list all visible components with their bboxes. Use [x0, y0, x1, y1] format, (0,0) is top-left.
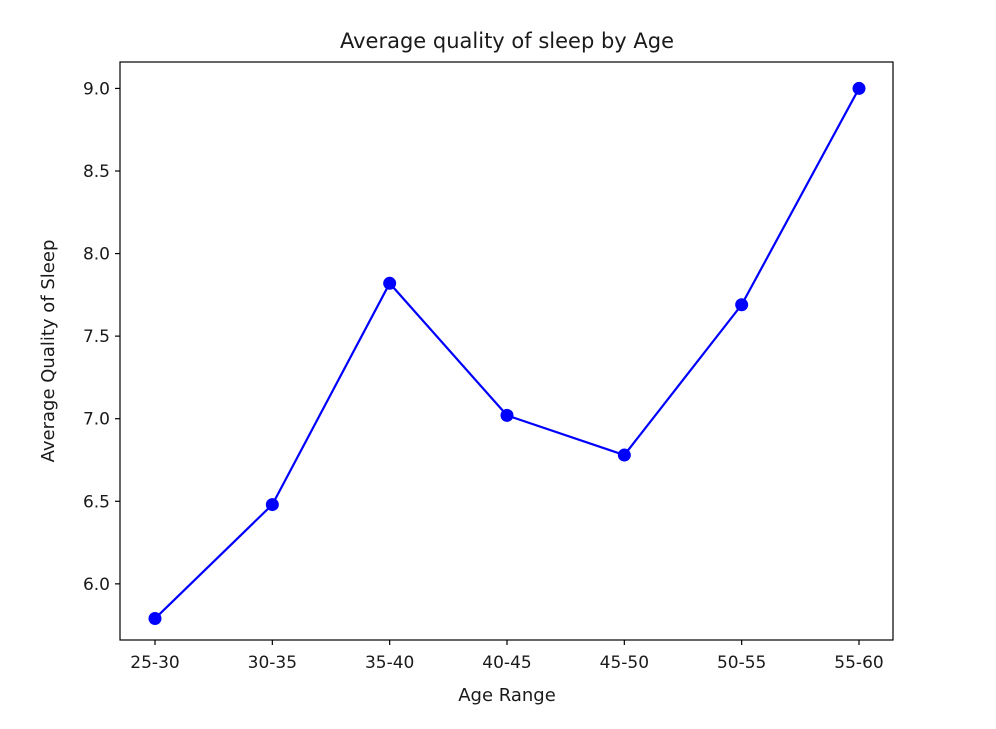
data-point	[500, 408, 514, 422]
y-axis-label: Average Quality of Sleep	[38, 240, 59, 463]
y-tick-label: 8.0	[83, 245, 110, 265]
y-tick-label: 9.0	[83, 79, 110, 99]
y-tick-label: 8.5	[83, 162, 110, 182]
plot-area	[148, 81, 866, 626]
data-point	[617, 448, 631, 462]
series-line	[154, 87, 860, 620]
data-point	[265, 498, 279, 512]
x-tick-label: 50-55	[717, 653, 766, 673]
y-tick-label: 6.0	[83, 575, 110, 595]
y-axis: 6.0 6.5 7.0 7.5 8.0 8.5 9.0	[83, 79, 120, 595]
data-point	[852, 81, 866, 95]
x-tick-label: 25-30	[130, 653, 179, 673]
x-tick-label: 55-60	[834, 653, 883, 673]
chart-title: Average quality of sleep by Age	[340, 29, 674, 53]
x-tick-label: 40-45	[482, 653, 531, 673]
plot-frame	[119, 61, 894, 641]
x-tick-label: 35-40	[365, 653, 414, 673]
data-point	[383, 276, 397, 290]
data-point	[735, 298, 749, 312]
x-tick-label: 30-35	[248, 653, 297, 673]
y-tick-label: 7.5	[83, 327, 110, 347]
x-axis: 25-30 30-35 35-40 40-45 45-50 50-55 55-60	[130, 640, 884, 673]
y-tick-label: 7.0	[83, 410, 110, 430]
y-tick-label: 6.5	[83, 492, 110, 512]
x-axis-label: Age Range	[458, 685, 556, 706]
data-point	[148, 612, 162, 626]
x-tick-label: 45-50	[600, 653, 649, 673]
